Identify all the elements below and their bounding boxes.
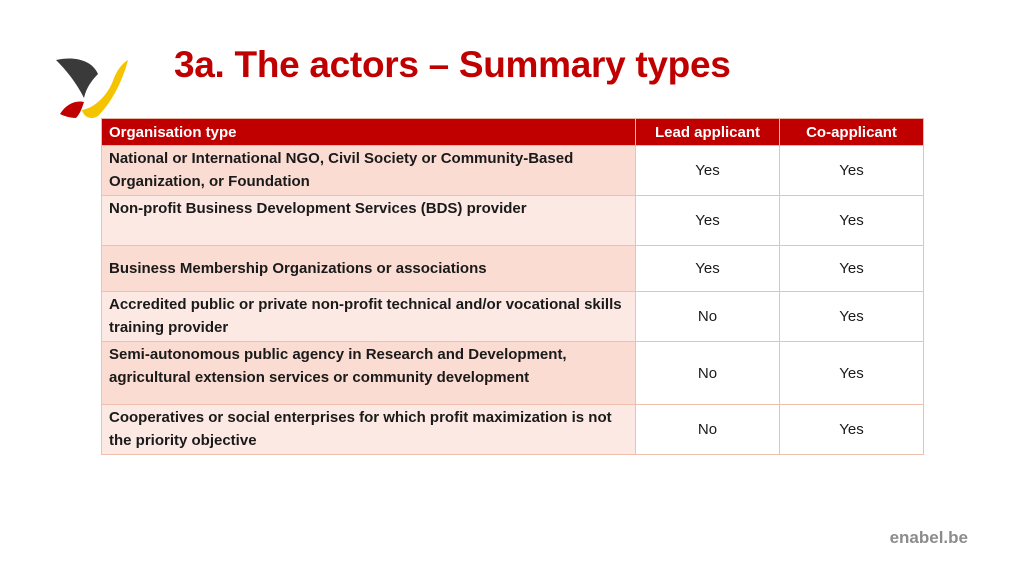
lead-applicant-cell: Yes: [635, 195, 780, 246]
organisation-type-cell: Accredited public or private non-profit …: [101, 291, 636, 342]
table-row: Semi-autonomous public agency in Researc…: [101, 341, 924, 405]
table-row: Accredited public or private non-profit …: [101, 291, 924, 342]
organisation-type-cell: Cooperatives or social enterprises for w…: [101, 404, 636, 455]
organisation-type-cell: National or International NGO, Civil Soc…: [101, 145, 636, 196]
co-applicant-cell: Yes: [779, 291, 924, 342]
co-applicant-cell: Yes: [779, 341, 924, 405]
lead-applicant-cell: Yes: [635, 245, 780, 292]
slide-title: 3a. The actors – Summary types: [174, 44, 731, 85]
footer-website: enabel.be: [889, 528, 968, 547]
header-organisation-type: Organisation type: [101, 118, 636, 146]
organisation-type-cell: Business Membership Organizations or ass…: [101, 245, 636, 292]
organisation-type-cell: Semi-autonomous public agency in Researc…: [101, 341, 636, 405]
table-row: Non-profit Business Development Services…: [101, 195, 924, 246]
table-row: National or International NGO, Civil Soc…: [101, 145, 924, 196]
lead-applicant-cell: Yes: [635, 145, 780, 196]
co-applicant-cell: Yes: [779, 245, 924, 292]
organisation-type-cell: Non-profit Business Development Services…: [101, 195, 636, 246]
co-applicant-cell: Yes: [779, 195, 924, 246]
header-lead-applicant: Lead applicant: [635, 118, 780, 146]
co-applicant-cell: Yes: [779, 145, 924, 196]
table-header-row: Organisation type Lead applicant Co-appl…: [101, 118, 924, 146]
lead-applicant-cell: No: [635, 341, 780, 405]
table-row: Business Membership Organizations or ass…: [101, 245, 924, 292]
lead-applicant-cell: No: [635, 404, 780, 455]
header-co-applicant: Co-applicant: [779, 118, 924, 146]
lead-applicant-cell: No: [635, 291, 780, 342]
actors-summary-table: Organisation type Lead applicant Co-appl…: [101, 118, 924, 455]
co-applicant-cell: Yes: [779, 404, 924, 455]
enabel-logo-icon: [56, 58, 128, 118]
table-row: Cooperatives or social enterprises for w…: [101, 404, 924, 455]
